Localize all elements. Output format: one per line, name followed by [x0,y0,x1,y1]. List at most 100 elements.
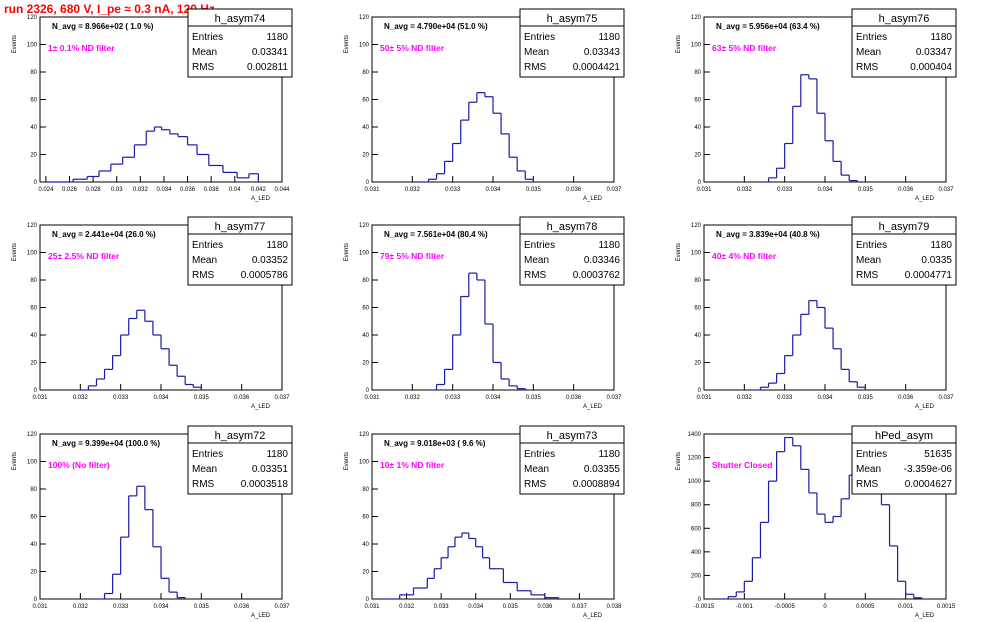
histogram-panel-h_asym74: 0 20 40 60 80 100 120 Events 0.024 0.026 0.028 0.03… [12,8,293,202]
navg-label: N_avg = 8.966e+02 ( 1.0 %) [52,22,154,31]
y-axis-label: Events [676,452,682,470]
x-tick-label: 0.04 [229,187,241,193]
x-axis-label: A_LED [251,404,271,410]
histogram-panel-hPed_asym: 0 200 400 600 800 1000 1200 1400 Events -0.0015 -0… [676,425,957,619]
x-tick-label: 0.037 [938,395,954,401]
y-tick-label: 40 [362,125,369,131]
stats-label: Entries [524,240,555,251]
x-tick-label: 0.035 [526,395,542,401]
x-tick-label: 0.033 [434,604,450,610]
x-tick-label: 0.001 [898,604,914,610]
x-tick-label: 0.031 [364,395,380,401]
stats-box [851,425,957,495]
x-tick-label: 0.037 [606,187,622,193]
stats-label: Entries [856,240,887,251]
x-tick-label: 0.03 [111,187,123,193]
x-tick-label: 0.036 [898,187,914,193]
y-tick-label: 80 [694,278,701,284]
navg-label: N_avg = 9.018e+03 ( 9.6 %) [384,439,486,448]
y-tick-label: 60 [30,98,37,104]
stats-title: h_asym73 [547,430,598,442]
y-tick-label: 120 [27,432,38,438]
y-tick-label: 60 [362,515,369,521]
stats-box [851,216,957,286]
x-tick-label: 0.032 [399,604,415,610]
stats-label: RMS [524,270,547,281]
y-tick-label: 200 [691,573,702,579]
x-tick-label: 0.032 [73,395,89,401]
y-tick-label: 80 [362,278,369,284]
x-tick-label: 0.033 [113,604,129,610]
x-tick-label: 0.032 [405,395,421,401]
x-tick-label: 0.033 [445,395,461,401]
filter-annotation: 10± 1% ND filter [380,460,445,470]
navg-label: N_avg = 5.956e+04 (63.4 %) [716,22,820,31]
y-tick-label: 100 [27,460,38,466]
x-axis-label: A_LED [583,613,603,619]
stats-value: 1180 [598,449,620,460]
y-axis-label: Events [12,452,18,470]
filter-annotation: 25± 2.5% ND filter [48,251,120,261]
x-tick-label: 0.034 [817,395,833,401]
x-axis-label: A_LED [915,196,935,202]
y-tick-label: 100 [359,43,370,49]
stats-label: Entries [192,32,223,43]
x-axis-label: A_LED [915,613,935,619]
x-tick-label: 0.038 [606,604,622,610]
y-tick-label: 0 [34,597,38,603]
x-tick-label: 0.044 [274,187,290,193]
stats-value: 0.03343 [584,47,621,58]
y-tick-label: 120 [27,223,38,229]
stats-label: Entries [856,32,887,43]
stats-box [519,8,625,78]
y-tick-label: 120 [691,15,702,21]
stats-title: h_asym72 [215,430,266,442]
y-tick-label: 100 [691,43,702,49]
stats-label: Mean [192,464,217,475]
filter-annotation: 50± 5% ND filter [380,43,445,53]
x-tick-label: 0.037 [606,395,622,401]
y-tick-label: 0 [698,180,702,186]
y-tick-label: 60 [362,306,369,312]
stats-title: h_asym78 [547,221,598,233]
stats-value: 0.0003518 [241,479,289,490]
x-tick-label: -0.001 [736,604,754,610]
stats-value: 0.0004771 [905,270,953,281]
stats-value: 0.03351 [252,464,289,475]
stats-box [187,216,293,286]
histogram-panel-h_asym76: 0 20 40 60 80 100 120 Events 0.031 0.032 0.033 0.03… [676,8,957,202]
stats-label: Mean [856,47,881,58]
y-tick-label: 40 [362,542,369,548]
y-axis-label: Events [676,35,682,53]
y-tick-label: 1000 [688,479,702,485]
navg-label: N_avg = 3.839e+04 (40.8 %) [716,230,820,239]
y-tick-label: 80 [694,70,701,76]
x-tick-label: 0.033 [113,395,129,401]
y-tick-label: 60 [694,98,701,104]
stats-value: 1180 [598,32,620,43]
y-tick-label: 0 [698,597,702,603]
y-tick-label: 100 [691,251,702,257]
y-tick-label: 0 [366,597,370,603]
y-tick-label: 1400 [688,432,702,438]
x-tick-label: 0.036 [180,187,196,193]
stats-value: 0.002811 [247,62,288,73]
x-tick-label: 0.032 [405,187,421,193]
x-tick-label: 0.033 [777,395,793,401]
stats-value: 0.03341 [252,47,289,58]
y-tick-label: 100 [359,460,370,466]
stats-value: 0.0003762 [573,270,621,281]
x-axis-label: A_LED [251,613,271,619]
x-tick-label: 0.042 [251,187,267,193]
stats-label: Mean [192,47,217,58]
x-tick-label: 0.036 [234,604,250,610]
x-axis-label: A_LED [915,404,935,410]
x-tick-label: 0.031 [696,187,712,193]
x-tick-label: 0.036 [234,395,250,401]
y-tick-label: 120 [359,15,370,21]
x-tick-label: 0.033 [445,187,461,193]
x-tick-label: 0.038 [204,187,220,193]
filter-annotation: Shutter Closed [712,460,772,470]
y-tick-label: 100 [27,251,38,257]
y-tick-label: 40 [30,542,37,548]
